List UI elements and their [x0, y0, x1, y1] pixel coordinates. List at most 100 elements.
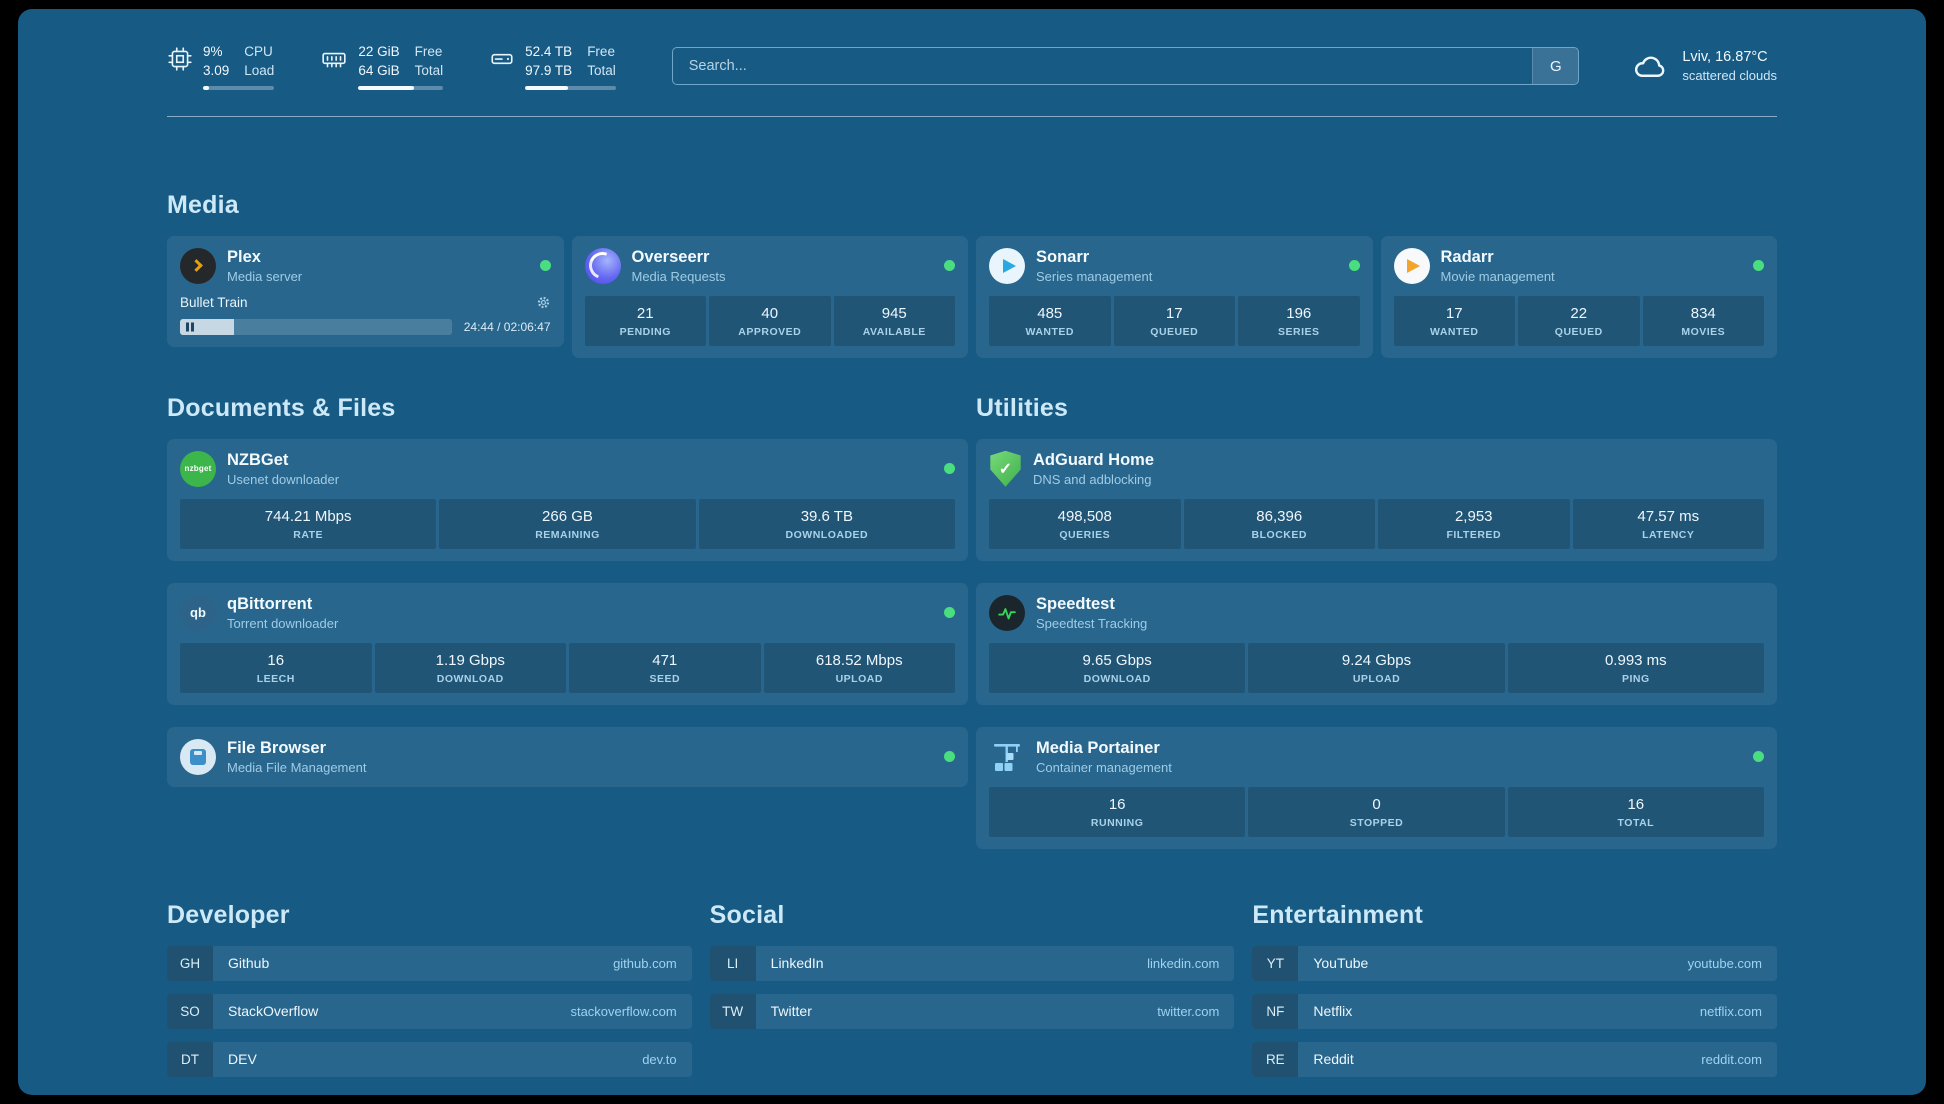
- service-name: Speedtest: [1036, 594, 1115, 613]
- service-subtitle: Speedtest Tracking: [1036, 615, 1148, 631]
- stat-blocked: 86,396 BLOCKED: [1183, 498, 1375, 549]
- section-media: Media Plex Media server Bullet Tra: [167, 191, 1777, 358]
- stat-latency: 47.57 ms LATENCY: [1572, 498, 1764, 549]
- playback-progress-bar[interactable]: [180, 318, 452, 335]
- search-provider-button[interactable]: G: [1532, 48, 1579, 85]
- memory-icon: [320, 46, 348, 72]
- bookmark-dev[interactable]: DT DEV dev.to: [167, 1041, 692, 1077]
- bookmark-reddit[interactable]: RE Reddit reddit.com: [1252, 1041, 1777, 1077]
- bookmark-abbr: NF: [1252, 993, 1299, 1029]
- sonarr-icon: [989, 247, 1025, 284]
- stat-leech: 16 LEECH: [180, 642, 372, 693]
- disk-free-label: Free: [587, 44, 615, 59]
- bookmark-twitter[interactable]: TW Twitter twitter.com: [709, 993, 1235, 1029]
- search-bar[interactable]: G: [671, 47, 1580, 86]
- service-card-radarr[interactable]: Radarr Movie management 17 WANTED 22 QUE…: [1380, 235, 1777, 358]
- bookmark-abbr: TW: [709, 993, 756, 1029]
- bookmark-group-social: Social LI LinkedIn linkedin.com TW Twitt…: [709, 901, 1235, 1077]
- service-name: qBittorrent: [227, 594, 313, 613]
- bookmark-stackoverflow[interactable]: SO StackOverflow stackoverflow.com: [167, 993, 692, 1029]
- service-subtitle: DNS and adblocking: [1033, 471, 1152, 487]
- cpu-widget: 9% 3.09 CPU Load: [167, 43, 275, 90]
- bookmark-abbr: DT: [167, 1041, 213, 1077]
- service-name: File Browser: [227, 738, 327, 757]
- disk-widget: 52.4 TB 97.9 TB Free Total: [489, 43, 616, 90]
- stat-remaining: 266 GB REMAINING: [439, 498, 696, 549]
- stat-pending: 21 PENDING: [584, 295, 706, 346]
- service-card-filebrowser[interactable]: File Browser Media File Management: [167, 726, 968, 787]
- bookmark-abbr: GH: [167, 945, 213, 981]
- bookmark-netflix[interactable]: NF Netflix netflix.com: [1252, 993, 1777, 1029]
- service-card-adguard[interactable]: ✓ AdGuard Home DNS and adblocking 498,50…: [976, 438, 1777, 561]
- disk-total-label: Total: [587, 62, 616, 78]
- bookmark-domain: twitter.com: [1157, 1003, 1220, 1019]
- service-card-nzbget[interactable]: nzbget NZBGet Usenet downloader 744.21 M…: [167, 438, 968, 561]
- bookmark-name: Netflix: [1313, 1003, 1353, 1020]
- disk-total-value: 97.9 TB: [525, 62, 573, 78]
- service-card-qbittorrent[interactable]: qb qBittorrent Torrent downloader 16: [167, 582, 968, 705]
- dashboard-page: 9% 3.09 CPU Load: [18, 9, 1926, 1095]
- service-name: Media Portainer: [1036, 738, 1160, 757]
- bookmark-domain: dev.to: [642, 1051, 677, 1067]
- service-card-portainer[interactable]: Media Portainer Container management 16 …: [976, 726, 1777, 849]
- nzbget-icon: nzbget: [180, 450, 216, 487]
- service-subtitle: Container management: [1036, 759, 1172, 775]
- bookmark-group-developer: Developer GH Github github.com SO StackO…: [167, 901, 692, 1077]
- memory-widget: 22 GiB 64 GiB Free Total: [320, 43, 444, 90]
- service-subtitle: Series management: [1036, 268, 1153, 284]
- service-name: Radarr: [1440, 247, 1494, 266]
- bookmark-name: YouTube: [1313, 955, 1369, 972]
- bookmark-github[interactable]: GH Github github.com: [167, 945, 692, 981]
- bookmark-name: LinkedIn: [770, 955, 824, 972]
- search-input[interactable]: [672, 48, 1533, 85]
- bookmark-name: DEV: [228, 1051, 257, 1068]
- bookmark-name: Twitter: [770, 1003, 812, 1020]
- filebrowser-icon: [180, 738, 216, 775]
- topbar: 9% 3.09 CPU Load: [167, 43, 1777, 90]
- stat-wanted: 485 WANTED: [989, 295, 1111, 346]
- service-name: Sonarr: [1036, 247, 1090, 266]
- cpu-load-value: 3.09: [203, 62, 230, 78]
- memory-total-value: 64 GiB: [358, 62, 400, 78]
- stat-queued: 17 QUEUED: [1113, 295, 1235, 346]
- cpu-icon: [167, 46, 193, 72]
- pause-icon[interactable]: [186, 322, 194, 332]
- section-utilities: Utilities ✓ AdGuard Home DNS and adblock…: [976, 394, 1777, 849]
- stat-total: 16 TOTAL: [1507, 786, 1764, 837]
- stat-queued: 22 QUEUED: [1518, 295, 1640, 346]
- bookmark-domain: youtube.com: [1687, 955, 1762, 971]
- playback-time: 24:44 / 02:06:47: [463, 319, 551, 334]
- now-playing-title: Bullet Train: [180, 294, 248, 310]
- bookmark-name: Reddit: [1313, 1051, 1354, 1068]
- bookmark-domain: stackoverflow.com: [570, 1003, 677, 1019]
- service-card-plex[interactable]: Plex Media server Bullet Train: [167, 235, 564, 347]
- cpu-load-label: Load: [244, 62, 275, 78]
- bookmark-youtube[interactable]: YT YouTube youtube.com: [1252, 945, 1777, 981]
- service-subtitle: Media File Management: [227, 759, 367, 775]
- stat-running: 16 RUNNING: [989, 786, 1246, 837]
- stat-downloaded: 39.6 TB DOWNLOADED: [698, 498, 955, 549]
- bookmark-group-title: Developer: [167, 900, 290, 929]
- service-card-speedtest[interactable]: Speedtest Speedtest Tracking 9.65 Gbps D…: [976, 582, 1777, 705]
- service-subtitle: Media server: [227, 268, 303, 284]
- bookmark-name: StackOverflow: [228, 1003, 319, 1020]
- bookmark-linkedin[interactable]: LI LinkedIn linkedin.com: [709, 945, 1235, 981]
- status-online-dot: [1753, 260, 1764, 272]
- section-title-documents: Documents & Files: [167, 393, 396, 422]
- qbittorrent-icon: qb: [180, 594, 216, 631]
- bookmark-abbr: SO: [167, 993, 213, 1029]
- radarr-icon: [1393, 247, 1430, 284]
- status-online-dot: [944, 607, 955, 619]
- bookmark-abbr: YT: [1252, 945, 1299, 981]
- cpu-usage-label: CPU: [244, 44, 273, 59]
- service-card-overseerr[interactable]: Overseerr Media Requests 21 PENDING 40 A…: [571, 235, 968, 358]
- gear-icon[interactable]: [536, 295, 551, 310]
- cpu-usage-bar: [203, 85, 275, 90]
- section-title-utilities: Utilities: [976, 393, 1069, 422]
- bookmark-domain: github.com: [613, 955, 677, 971]
- memory-free-value: 22 GiB: [358, 44, 400, 59]
- speedtest-icon: [989, 594, 1025, 631]
- stat-movies: 834 MOVIES: [1642, 295, 1764, 346]
- service-card-sonarr[interactable]: Sonarr Series management 485 WANTED 17 Q…: [976, 235, 1373, 358]
- memory-usage-bar: [358, 85, 444, 90]
